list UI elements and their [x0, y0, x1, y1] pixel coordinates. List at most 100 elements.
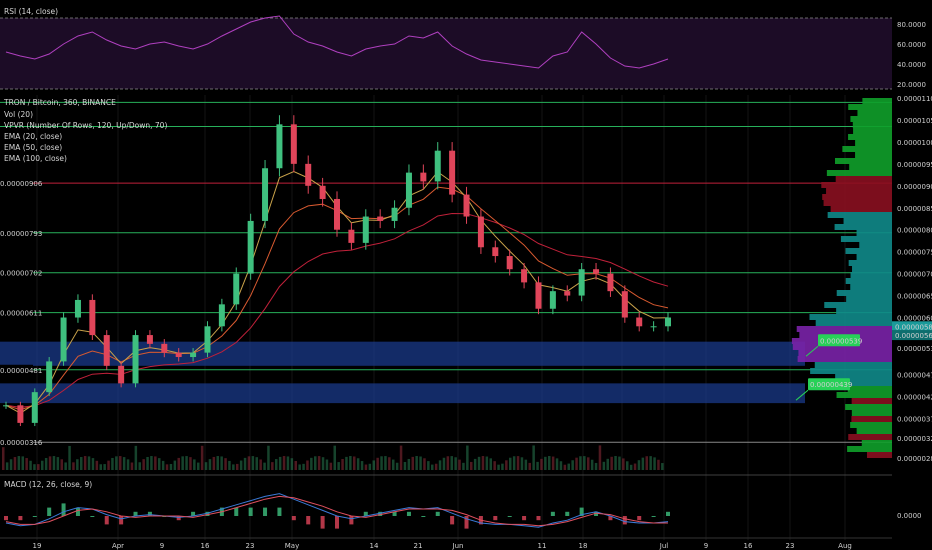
volume-bar: [419, 456, 422, 470]
volume-bar: [21, 456, 24, 470]
volume-bar: [302, 463, 305, 470]
volume-profile-row: [845, 404, 892, 410]
candle-body: [650, 326, 657, 328]
price-tick: 0.00000800: [897, 227, 932, 235]
price-tick: 0.00001100: [897, 95, 932, 103]
callout-label: 0.00000539: [820, 337, 862, 345]
volume-profile-row: [856, 428, 892, 434]
volume-bar: [33, 464, 36, 470]
level-label: 0.00000793: [0, 230, 42, 238]
volume-bar: [243, 457, 247, 470]
macd-hist-bar: [622, 516, 627, 525]
candle-body: [247, 220, 254, 274]
volume-bar: [48, 456, 52, 470]
volume-bar: [259, 459, 262, 470]
volume-bar: [255, 457, 258, 470]
volume-bar: [540, 458, 543, 470]
volume-bar: [649, 456, 652, 470]
volume-bar: [473, 458, 477, 470]
price-tick: 0.00000850: [897, 205, 932, 213]
volume-bar: [563, 464, 567, 470]
time-tick: 16: [744, 542, 753, 550]
volume-bar: [364, 464, 368, 470]
volume-profile-row: [848, 260, 892, 266]
volume-bar: [216, 456, 219, 470]
candle-body: [233, 273, 240, 305]
volume-profile-row: [850, 422, 892, 428]
volume-profile-row: [798, 350, 892, 356]
volume-bar: [602, 461, 606, 470]
candle-body: [593, 269, 600, 274]
candle-body: [492, 247, 499, 257]
volume-profile-row: [851, 410, 892, 416]
volume-profile-row: [827, 212, 892, 218]
time-tick: 23: [246, 542, 255, 550]
ema-100-line: [5, 212, 669, 408]
volume-bar: [25, 458, 28, 470]
volume-bar: [9, 459, 13, 470]
candle-body: [31, 392, 38, 423]
volume-bar: [509, 457, 512, 470]
price-tick: 0.00000370: [897, 415, 932, 423]
volume-profile-row: [826, 188, 892, 194]
candle-body: [305, 163, 312, 186]
volume-profile-row: [797, 356, 892, 362]
level-label-bg: [0, 227, 33, 238]
volume-bar: [298, 464, 301, 470]
volume-bar: [119, 456, 122, 470]
volume-bar: [193, 459, 196, 470]
macd-panel: MACD (12, 26, close, 9) 0.0000: [0, 474, 922, 529]
volume-profile-row: [824, 302, 892, 308]
candle-body: [319, 185, 326, 199]
candle-body: [521, 269, 528, 283]
candles: [3, 115, 671, 427]
volume-bar: [95, 460, 99, 470]
volume-bar: [661, 463, 664, 470]
candle-body: [175, 352, 182, 358]
volume-bar: [68, 445, 71, 470]
price-tick: 0.00000280: [897, 455, 932, 463]
volume-bar: [333, 445, 336, 470]
volume-bar: [548, 456, 551, 470]
macd-hist-bar: [565, 511, 570, 516]
volume-bar: [349, 456, 352, 470]
candle-body: [621, 291, 628, 318]
volume-bar: [165, 464, 169, 470]
rsi-tick: 60.0000: [897, 41, 926, 49]
macd-hist-bar: [378, 511, 383, 516]
macd-hist-bar: [147, 511, 152, 516]
candle-body: [103, 335, 110, 366]
volume-bar: [376, 457, 379, 470]
support-zone: [0, 383, 805, 404]
volume-bar: [512, 456, 516, 470]
volume-profile-row: [856, 230, 892, 236]
volume-bar: [454, 457, 457, 470]
volume-bar: [395, 462, 399, 470]
candle-body: [377, 216, 384, 221]
volume-bar: [657, 459, 660, 470]
volume-profile-row: [815, 320, 892, 326]
candle-body: [60, 317, 67, 362]
volume-bar: [44, 457, 48, 470]
time-tick: 9: [160, 542, 164, 550]
volume-bar: [532, 445, 535, 470]
price-tick: 0.00000750: [897, 249, 932, 257]
macd-hist-bar: [4, 516, 8, 521]
indicator-legend: TRON / Bitcoin, 360, BINANCE Vol (20) VPV…: [3, 98, 167, 163]
level-label: 0.00000906: [0, 180, 43, 188]
macd-hist-bar: [363, 511, 368, 516]
current-price-tag: [892, 330, 932, 341]
volume-bar: [37, 464, 40, 470]
callout-pointer: [795, 389, 809, 401]
rsi-tick: 40.0000: [897, 61, 926, 69]
candle-body: [276, 124, 283, 169]
macd-line: [5, 493, 669, 528]
callout-pointer: [805, 345, 819, 357]
volume-bar: [154, 456, 157, 470]
volume-profile-row: [792, 344, 892, 350]
macd-hist-bar: [306, 516, 311, 525]
volume-bar: [567, 463, 570, 470]
volume-bar: [189, 457, 192, 470]
candle-body: [161, 343, 168, 353]
